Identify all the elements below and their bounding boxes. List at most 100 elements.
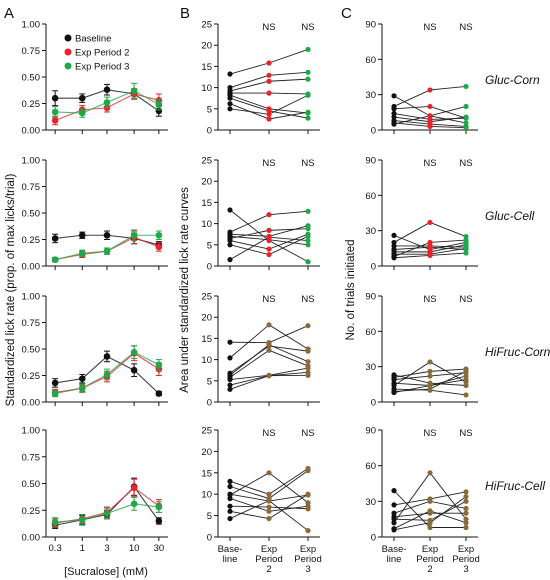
data-point [305,226,311,232]
data-point [266,72,272,78]
data-point [78,94,86,102]
data-point [78,231,86,239]
x-tick-label: Period [416,554,443,565]
data-point [427,373,433,379]
trials-plot-3: 0 30 60 90 NS NS [365,292,478,409]
data-point [155,107,163,115]
data-point [463,392,469,398]
data-point [427,359,433,365]
y-tick-label: 10 [201,83,212,94]
x-tick-label: Period [255,554,282,565]
dose-plot-4: 0.00 0.25 0.50 0.75 1.00 0.3 1 3 10 30 [22,426,168,554]
col-a-ylabel: Standardized lick rate (prop. of max lic… [5,174,17,407]
data-point [305,237,311,244]
x-tick-label: 30 [154,543,165,554]
ns-label: NS [262,294,275,305]
y-tick-label: 10 [201,490,212,501]
data-point [103,86,111,94]
data-point [305,92,311,98]
ns-label: NS [301,22,314,33]
panel-letter-b: B [180,5,190,22]
data-point [266,227,272,233]
data-point [391,255,397,261]
trials-plot-1: 0 30 60 90 NS NS [365,20,478,137]
x-tick-label: 1 [80,543,85,554]
x-tick-label: 2 [427,564,432,575]
ns-label: NS [262,158,275,169]
data-point [227,95,233,101]
col-c-ylabel: No. of trials initiated [345,240,357,341]
data-point [305,372,311,378]
data-point [305,69,311,75]
ns-label: NS [301,428,314,439]
data-point [227,503,233,509]
x-tick-label: 0.3 [49,543,62,554]
data-point [266,504,272,510]
data-point [463,493,469,500]
data-point [305,359,311,365]
data-point [266,470,272,476]
y-tick-label: 30 [365,362,376,373]
data-point [103,353,111,360]
data-point [130,348,138,356]
y-tick-label: 0.75 [22,452,41,463]
col-a-xlabel: [Sucralose] (mM) [64,566,148,578]
y-tick-label: 0.00 [22,262,41,273]
data-point [391,232,397,238]
data-point [78,375,86,382]
y-tick-label: 60 [365,327,376,338]
ns-label: NS [423,294,436,305]
area-plot-2: 0 5 10 15 20 25 NS NS [201,156,320,273]
data-point [51,390,59,397]
x-tick-label: Period [294,554,321,565]
ns-label: NS [459,294,472,305]
y-tick-label: 5 [207,240,212,251]
data-point [463,103,469,110]
data-point [227,508,233,514]
legend-label-baseline: Baseline [75,34,111,45]
data-point [305,242,311,248]
data-point [266,347,272,353]
y-tick-label: 15 [201,62,212,73]
area-plot-3: 0 5 10 15 20 25 NS NS [201,292,320,409]
ns-label: NS [459,158,472,169]
data-point [427,239,433,246]
data-point [427,498,433,504]
data-point [103,510,111,517]
data-point [463,250,469,256]
ns-label: NS [423,158,436,169]
y-tick-label: 0.25 [22,235,41,246]
data-point [227,483,233,490]
data-point [391,93,397,99]
data-point [103,231,111,239]
data-point [305,506,311,512]
y-tick-label: 30 [365,90,376,101]
y-tick-label: 25 [201,20,212,31]
y-tick-label: 20 [201,313,212,324]
data-point [305,46,311,53]
data-point [463,498,469,504]
data-point [463,114,469,120]
data-point [227,478,233,484]
data-point [227,495,233,502]
data-point [155,243,163,251]
data-point [463,516,469,522]
x-tick-label: Exp [458,544,474,555]
data-point [266,111,272,117]
data-point [266,60,272,66]
data-point [227,257,233,263]
y-tick-label: 1.00 [22,426,41,437]
y-tick-label: 20 [201,447,212,458]
y-tick-label: 25 [201,156,212,167]
y-tick-label: 0.50 [22,345,41,356]
data-point [266,342,272,348]
series-line [55,485,160,526]
y-tick-label: 0 [207,533,212,544]
data-point [78,384,86,392]
area-plot-1: 0 5 10 15 20 25 NS NS [201,20,320,137]
y-tick-label: 30 [365,226,376,237]
y-tick-label: 90 [365,426,376,437]
data-point [427,244,433,250]
data-point [266,373,272,379]
data-point [305,259,311,265]
